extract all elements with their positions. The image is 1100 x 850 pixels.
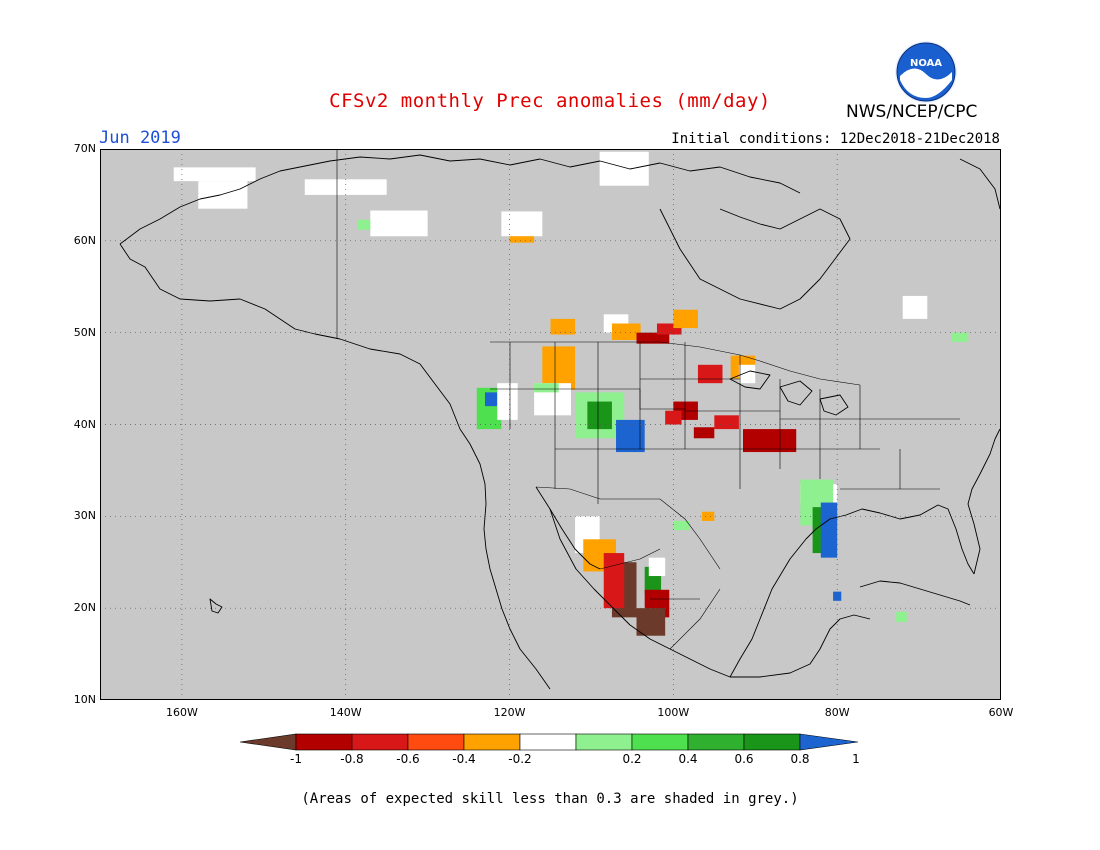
anomaly-minnesota-red <box>697 364 723 384</box>
initial-conditions-label: Initial conditions: 12Dec2018-21Dec2018 <box>671 131 1000 147</box>
lat-label: 10N <box>73 693 96 706</box>
colorbar-tick-label: -0.2 <box>508 752 532 766</box>
political-borders <box>336 149 960 650</box>
colorbar-swatch <box>687 733 745 751</box>
chart-title: CFSv2 monthly Prec anomalies (mm/day) <box>329 90 771 112</box>
anomaly-texas-white <box>648 557 666 577</box>
colorbar-swatch <box>519 733 577 751</box>
colorbar-tick-label: 0.2 <box>622 752 642 766</box>
anomaly-nwt-white <box>370 210 428 237</box>
colorbar-tick-label: -0.8 <box>340 752 364 766</box>
anomaly-mexico-brown-2 <box>636 608 666 636</box>
lon-label: 60W <box>988 706 1014 719</box>
logo-text: NOAA <box>910 58 942 69</box>
anomaly-hudson-white <box>599 151 649 186</box>
anomaly-montana-orange <box>542 346 576 390</box>
anomaly-bc-orange <box>550 318 576 335</box>
lon-label: 140W <box>329 706 362 719</box>
colorbar-swatch <box>351 733 409 751</box>
colorbar-swatch <box>631 733 689 751</box>
lat-label: 20N <box>73 601 96 615</box>
colorbar-swatch <box>575 733 633 751</box>
valid-month-label: Jun 2019 <box>99 128 181 148</box>
lon-label: 120W <box>493 706 526 719</box>
anomaly-texas-green <box>673 520 690 531</box>
precip-anomaly-map <box>100 149 1001 700</box>
anomaly-idaho-green <box>534 383 559 393</box>
lat-label: 70N <box>73 142 96 155</box>
lat-label: 50N <box>73 325 96 339</box>
map-frame <box>100 149 1001 700</box>
colorbar-arrow-high <box>799 733 859 751</box>
colorbar-tick-label: 1 <box>852 752 860 766</box>
anomaly-ontario-red <box>656 323 682 335</box>
colorbar-tick-label: 0.6 <box>734 752 754 766</box>
colorbar-tick-label: 0.8 <box>790 752 810 766</box>
anomaly-michigan-white <box>738 364 756 384</box>
anomaly-yukon-white <box>304 179 387 195</box>
agency-label: NWS/NCEP/CPC <box>846 102 978 122</box>
colorbar-swatch <box>295 733 353 751</box>
anomaly-quebec-white <box>902 295 928 319</box>
anomaly-texas-orange <box>702 511 715 521</box>
colorbar <box>240 733 859 751</box>
anomaly-nwt-green <box>358 219 371 230</box>
skill-footnote: (Areas of expected skill less than 0.3 a… <box>301 791 799 807</box>
anomaly-northern-canada-white-1 <box>173 167 256 182</box>
anomaly-layer <box>173 151 969 636</box>
colorbar-tick-label: -0.4 <box>452 752 476 766</box>
anomaly-mexico-red <box>603 553 625 609</box>
colorbar-tick-label: -1 <box>290 752 302 766</box>
anomaly-oregon-blue <box>484 392 498 407</box>
anomaly-kansas-darkred <box>693 427 715 439</box>
lon-label: 80W <box>824 706 850 719</box>
noaa-logo-icon: NOAA <box>894 40 958 104</box>
anomaly-hispaniola-green <box>896 611 907 622</box>
anomaly-utah-green-dark <box>587 401 612 430</box>
anomaly-ontario-orange <box>673 309 698 329</box>
colorbar-swatch <box>407 733 465 751</box>
anomaly-oregon-white <box>497 383 518 420</box>
anomaly-cuba-blue <box>833 591 842 601</box>
anomaly-iowa-red <box>714 415 739 430</box>
colorbar-swatch <box>463 733 521 751</box>
colorbar-tick-label: -0.6 <box>396 752 420 766</box>
anomaly-manitoba-orange <box>611 323 641 341</box>
anomaly-nebraska-red <box>665 410 682 425</box>
anomaly-illinois-darkred <box>742 429 797 453</box>
anomaly-nwt-orange <box>509 236 535 243</box>
anomaly-labrador-green <box>951 332 969 342</box>
anomaly-manitoba-darkred <box>636 332 670 344</box>
colorbar-swatch <box>743 733 801 751</box>
coastlines <box>119 154 1001 690</box>
lon-label: 100W <box>657 706 690 719</box>
anomaly-nwt-white-2 <box>501 211 543 237</box>
colorbar-arrow-low <box>240 733 297 751</box>
lat-label: 60N <box>73 233 96 247</box>
colorbar-tick-label: 0.4 <box>678 752 698 766</box>
lat-label: 30N <box>73 509 96 523</box>
lat-label: 40N <box>73 417 96 431</box>
anomaly-northern-canada-white-2 <box>198 181 248 209</box>
anomaly-florida-blue <box>820 502 838 558</box>
lon-label: 160W <box>165 706 198 719</box>
graticule <box>100 149 1001 700</box>
